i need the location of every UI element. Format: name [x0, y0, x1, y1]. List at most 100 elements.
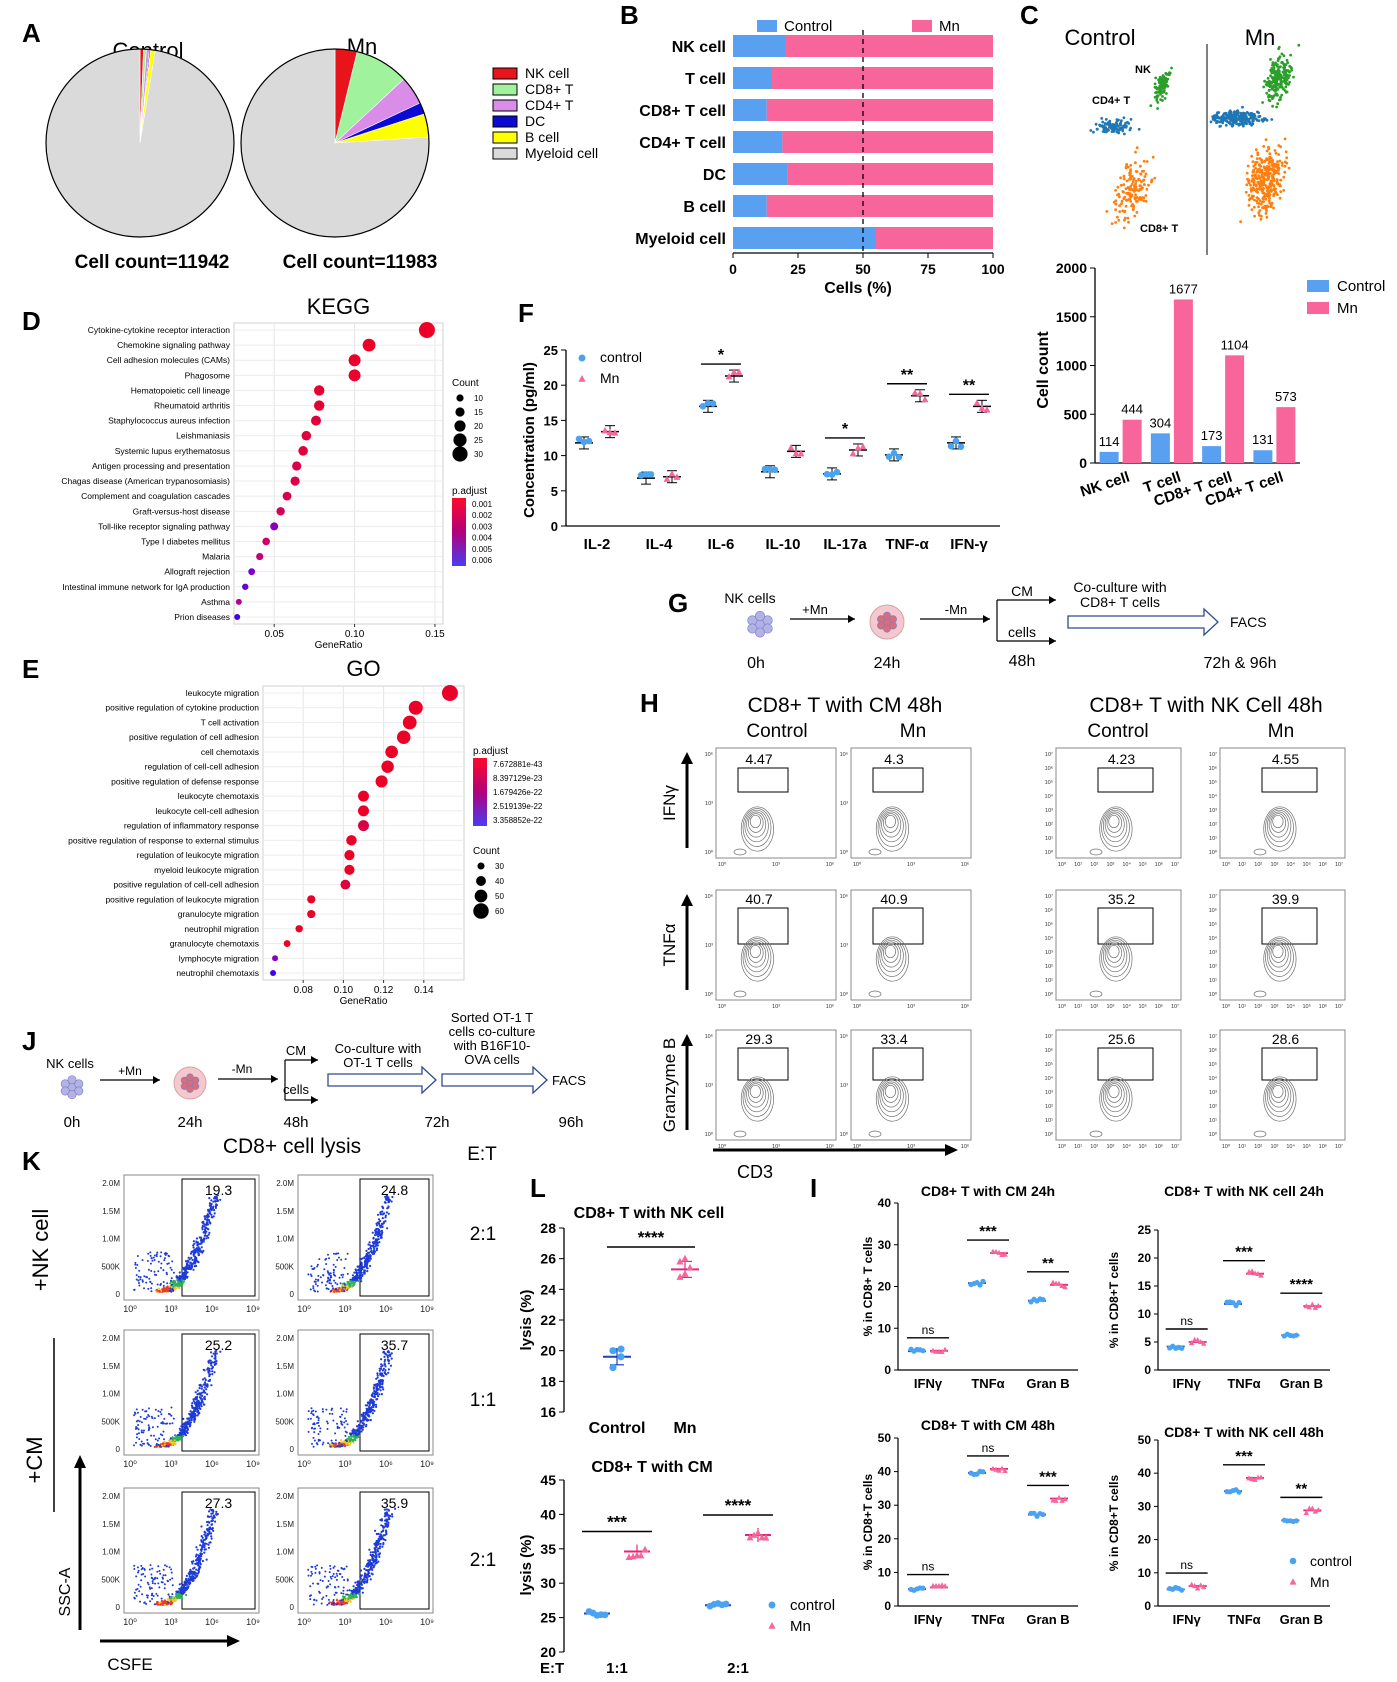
gate-box — [872, 907, 924, 945]
arrow-head — [983, 615, 990, 623]
facs-x-tick: 10¹ — [1238, 1144, 1246, 1150]
facs-x-tick: 10⁰ — [1058, 861, 1067, 868]
facs-x-tick: 10⁵ — [1139, 1143, 1147, 1150]
legend-swatch-0 — [492, 67, 518, 80]
gate-box — [1261, 1047, 1318, 1081]
density-point — [378, 1553, 381, 1556]
density-point — [339, 1289, 342, 1292]
umap-point — [1126, 186, 1130, 190]
density-point — [204, 1391, 207, 1394]
j-coculture-1: Co-culture with — [335, 1041, 422, 1056]
density-point — [191, 1577, 194, 1580]
density-point — [312, 1414, 315, 1416]
point-control — [947, 442, 955, 450]
density-point — [382, 1526, 385, 1529]
density-point — [163, 1587, 166, 1590]
density-point — [192, 1567, 195, 1570]
contour-ring — [744, 1079, 769, 1113]
density-point — [377, 1230, 381, 1233]
density-point — [178, 1583, 181, 1586]
density-point — [353, 1435, 356, 1438]
facs-x-tick: 10³ — [1270, 1144, 1278, 1150]
facs-y-tick: 10³ — [1209, 950, 1217, 956]
density-point — [185, 1586, 188, 1589]
density-point — [365, 1565, 368, 1568]
density-point — [323, 1268, 326, 1271]
contour-ring — [1089, 1130, 1103, 1138]
density-point — [360, 1427, 363, 1430]
category-label-0: NK cell — [672, 39, 726, 56]
density-point — [206, 1524, 209, 1527]
density-point — [343, 1443, 346, 1446]
density-point — [178, 1427, 181, 1430]
umap-point — [1267, 147, 1271, 151]
term-label-18: Asthma — [201, 597, 230, 607]
umap-point — [1144, 172, 1148, 176]
umap-point — [1119, 183, 1123, 187]
density-point — [316, 1263, 319, 1266]
density-point — [204, 1538, 207, 1541]
gate-box — [872, 767, 924, 793]
point-mn — [606, 428, 614, 436]
x-arrow-head — [945, 1144, 958, 1156]
density-point — [138, 1438, 141, 1440]
density-point — [321, 1281, 323, 1284]
dot-9 — [292, 461, 302, 471]
umap-point — [1255, 170, 1259, 174]
umap-point — [1125, 163, 1129, 166]
umap-point — [1253, 115, 1256, 118]
density-point — [340, 1443, 343, 1446]
density-point — [133, 1568, 136, 1570]
contour-ring — [1266, 939, 1292, 973]
dot-13 — [340, 879, 351, 890]
dot-8 — [358, 805, 369, 817]
density-point — [158, 1287, 161, 1290]
umap-point — [1278, 98, 1281, 102]
facs-y-tick: 10⁰ — [840, 1131, 849, 1138]
contour-ring — [1101, 808, 1130, 847]
k-et-header: E:T — [467, 1144, 497, 1165]
density-point — [199, 1393, 202, 1396]
color-legend-label-2: 0.003 — [472, 522, 493, 531]
density-point — [319, 1276, 322, 1279]
density-point — [161, 1581, 164, 1584]
g-cells: cells — [1008, 624, 1036, 640]
density-point — [379, 1379, 382, 1382]
density-point — [170, 1268, 173, 1271]
color-legend-label-0: 0.001 — [472, 500, 493, 509]
umap-point — [1258, 186, 1262, 190]
umap-point — [1250, 179, 1254, 183]
density-point — [380, 1222, 384, 1225]
facs-y-tick: 10⁰ — [1045, 991, 1054, 998]
density-point — [350, 1280, 353, 1283]
bar-control-2 — [733, 99, 767, 121]
density-point — [186, 1262, 189, 1265]
density-point — [358, 1581, 361, 1584]
umap-point — [1264, 212, 1268, 215]
density-point — [386, 1518, 389, 1521]
density-point — [197, 1253, 201, 1256]
density-point — [348, 1595, 351, 1598]
legend-label-3: DC — [525, 113, 545, 129]
density-point — [137, 1424, 140, 1426]
x-tick-label-1: IL-4 — [646, 536, 673, 553]
density-point — [377, 1238, 380, 1241]
umap-point — [1282, 54, 1286, 58]
umap-point — [1142, 199, 1146, 203]
density-point — [376, 1374, 379, 1377]
density-point — [206, 1367, 209, 1370]
legend-label-1: CD8+ T — [525, 81, 574, 97]
density-point — [210, 1367, 213, 1370]
facs-y-tick: 10⁰ — [1209, 1131, 1218, 1138]
point-control — [890, 449, 898, 457]
umap-point — [1258, 209, 1262, 212]
density-point — [327, 1277, 330, 1280]
density-point — [325, 1408, 328, 1411]
density-point — [376, 1372, 379, 1375]
density-point — [153, 1603, 156, 1606]
dot-16 — [295, 925, 303, 933]
bar-control-4 — [733, 163, 788, 185]
umap-point — [1269, 190, 1273, 193]
c-ylabel: Cell count — [1035, 331, 1052, 409]
density-point — [339, 1445, 342, 1448]
